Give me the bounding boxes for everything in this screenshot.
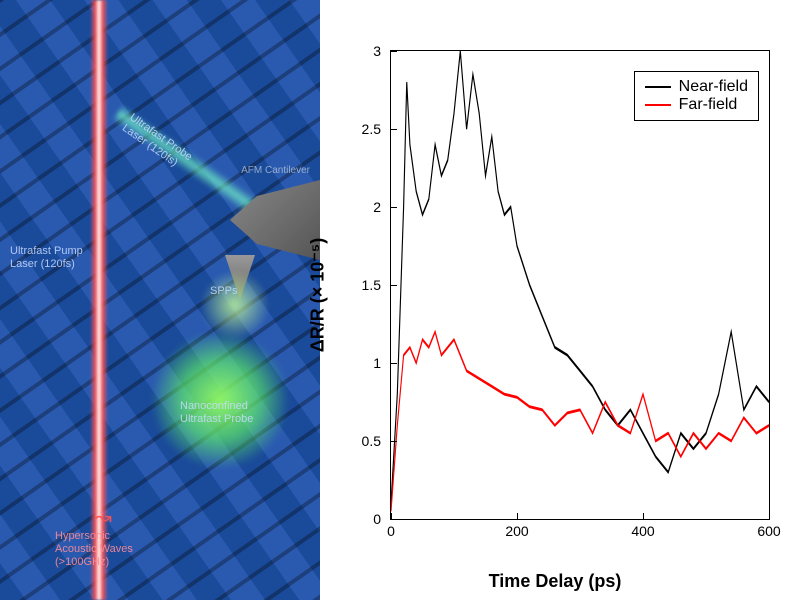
pump-label: Ultrafast Pump Laser (120fs) — [10, 245, 83, 271]
x-tick-label: 400 — [631, 523, 654, 539]
x-tick-label: 600 — [757, 523, 780, 539]
legend-item-near: Near-field — [645, 78, 748, 96]
x-tick-label: 0 — [387, 523, 395, 539]
y-tick-label: 3 — [373, 43, 381, 59]
y-tick-label: 2 — [373, 199, 381, 215]
chart-panel: ΔR/R (× 10⁻⁵) Near-field Far-field 02004… — [320, 0, 800, 600]
legend: Near-field Far-field — [634, 71, 759, 121]
y-tick-label: 0.5 — [362, 433, 381, 449]
x-tick-label: 200 — [505, 523, 528, 539]
line-chart: ΔR/R (× 10⁻⁵) Near-field Far-field 02004… — [330, 40, 780, 550]
spps-label: SPPs — [210, 285, 238, 298]
y-tick-label: 1.5 — [362, 277, 381, 293]
y-tick-label: 0 — [373, 511, 381, 527]
plot-area: Near-field Far-field 020040060000.511.52… — [390, 50, 770, 520]
legend-label-near: Near-field — [679, 78, 748, 96]
acoustic-wave-icon: ↝ — [95, 505, 112, 530]
schematic-illustration: ↝ Ultrafast Probe Laser (120fs) AFM Cant… — [0, 0, 320, 600]
plot-svg — [391, 51, 769, 519]
far-field-line — [391, 332, 769, 511]
nanoprobe-label: Nanoconfined Ultrafast Probe — [180, 400, 253, 426]
legend-label-far: Far-field — [679, 96, 738, 114]
spps-glow — [200, 270, 270, 340]
legend-line-near — [645, 86, 671, 88]
y-tick-label: 1 — [373, 355, 381, 371]
legend-item-far: Far-field — [645, 96, 748, 114]
y-tick-label: 2.5 — [362, 121, 381, 137]
y-axis-label: ΔR/R (× 10⁻⁵) — [308, 238, 329, 352]
legend-line-far — [645, 104, 671, 106]
cantilever-label: AFM Cantilever — [241, 165, 310, 177]
hypersonic-label: Hypersonic Acoustic Waves (>100GHz) — [55, 530, 133, 570]
diagonal-stripes — [0, 0, 320, 600]
x-axis-label: Time Delay (ps) — [489, 571, 622, 592]
